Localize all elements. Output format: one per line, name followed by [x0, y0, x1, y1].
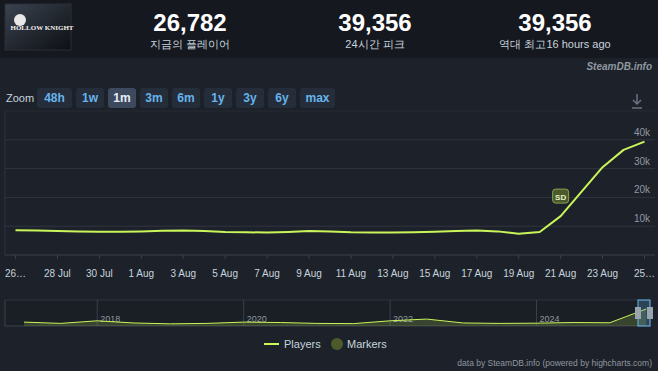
annotation-text: SD	[555, 193, 566, 202]
x-tick-label: 15 Aug	[419, 268, 450, 279]
x-tick-label: 13 Aug	[377, 268, 408, 279]
zoom-button-label[interactable]: 3y	[243, 91, 257, 105]
zoom-button-label[interactable]: 1y	[211, 91, 225, 105]
y-axis-line	[5, 111, 6, 255]
stat-label-text: 24시간 피크	[345, 38, 404, 50]
x-tick-label: 26…	[5, 268, 26, 279]
navigator-band	[5, 300, 650, 326]
x-tick	[350, 255, 351, 259]
grid-line	[5, 139, 655, 140]
zoom-button[interactable]	[37, 88, 72, 108]
navigator-line	[24, 309, 646, 324]
stat-value: 39,356	[338, 9, 411, 36]
zoom-button[interactable]	[172, 88, 200, 108]
zoom-button-label[interactable]: 3m	[145, 91, 162, 105]
annotation-marker[interactable]	[553, 189, 569, 203]
x-tick	[99, 255, 100, 259]
y-tick-label: 30k	[634, 156, 651, 167]
zoom-button[interactable]	[140, 88, 168, 108]
x-tick-label: 3 Aug	[170, 268, 196, 279]
grid-line	[5, 168, 655, 169]
x-tick	[392, 255, 393, 259]
y-tick-label: 10k	[634, 213, 651, 224]
x-tick	[476, 255, 477, 259]
zoom-button-label[interactable]: 1w	[82, 91, 99, 105]
zoom-button[interactable]	[108, 88, 136, 108]
x-tick	[267, 255, 268, 259]
navigator-fill	[24, 309, 646, 326]
x-tick	[560, 255, 561, 259]
x-tick	[183, 255, 184, 259]
navigator-top-line	[5, 300, 650, 301]
x-tick	[15, 255, 16, 259]
download-icon[interactable]	[632, 94, 642, 108]
credits: data by SteamDB.info (powered by highcha…	[457, 358, 652, 368]
legend-label[interactable]: Markers	[347, 338, 387, 350]
download-arrow	[632, 94, 642, 108]
zoom-button[interactable]	[76, 88, 104, 108]
navigator-handle[interactable]	[647, 307, 653, 319]
x-tick	[309, 255, 310, 259]
legend-label[interactable]: Players	[284, 338, 321, 350]
x-tick-label: 28 Jul	[44, 268, 71, 279]
stat-label: 역대 최고16 hours ago	[499, 38, 610, 50]
x-axis-line	[5, 255, 655, 256]
stat-label: 지금의 플레이어	[150, 38, 230, 50]
y-tick-label: 20k	[634, 184, 651, 195]
background	[0, 0, 658, 371]
zoom-button-label[interactable]: 1m	[113, 91, 130, 105]
zoom-button[interactable]	[204, 88, 232, 108]
stat-label-text: 지금의 플레이어	[150, 38, 230, 50]
legend-symbol	[264, 343, 279, 345]
navigator-handle[interactable]	[635, 307, 641, 319]
game-title: HOLLOW KNIGHT	[10, 24, 73, 32]
watermark: SteamDB.info	[586, 61, 652, 72]
navigator-left-line	[5, 300, 6, 326]
legend-symbol	[331, 338, 343, 350]
x-tick-label: 19 Aug	[503, 268, 534, 279]
x-tick	[602, 255, 603, 259]
zoom-button[interactable]	[268, 88, 296, 108]
navigator-tick	[536, 300, 537, 326]
zoom-button-label[interactable]: 6m	[177, 91, 194, 105]
zoom-button[interactable]	[236, 88, 264, 108]
grid-line	[5, 226, 655, 227]
stat-value: 26,782	[153, 9, 226, 36]
plot-area	[15, 142, 644, 234]
x-tick-label: 21 Aug	[545, 268, 576, 279]
x-tick-label: 9 Aug	[296, 268, 322, 279]
zoom-label: Zoom	[6, 92, 34, 104]
x-tick	[225, 255, 226, 259]
zoom-button-label[interactable]: max	[305, 91, 329, 105]
series-line	[15, 142, 644, 234]
navigator-area	[24, 309, 646, 326]
x-tick-label: 30 Jul	[86, 268, 113, 279]
zoom-button[interactable]	[300, 88, 335, 108]
x-tick	[434, 255, 435, 259]
zoom-button-label[interactable]: 6y	[275, 91, 289, 105]
x-tick-label: 5 Aug	[212, 268, 238, 279]
x-tick-label: 17 Aug	[461, 268, 492, 279]
x-tick	[518, 255, 519, 259]
zoom-button-label[interactable]: 48h	[44, 91, 65, 105]
y-tick-label: 40k	[634, 127, 651, 138]
x-tick-label: 11 Aug	[336, 268, 366, 279]
plot-top-line	[5, 111, 655, 112]
x-tick-label: 23 Aug	[587, 268, 618, 279]
stat-value: 39,356	[518, 9, 591, 36]
x-tick	[644, 255, 645, 259]
stat-label: 24시간 피크	[345, 38, 404, 50]
stat-note: 16 hours ago	[546, 38, 610, 50]
header-band	[0, 0, 658, 58]
x-tick-label: 1 Aug	[128, 268, 154, 279]
x-tick-label: 7 Aug	[254, 268, 280, 279]
x-tick-label: 25…	[634, 268, 655, 279]
x-tick	[57, 255, 58, 259]
stat-label-text: 역대 최고	[499, 38, 546, 50]
x-tick	[141, 255, 142, 259]
